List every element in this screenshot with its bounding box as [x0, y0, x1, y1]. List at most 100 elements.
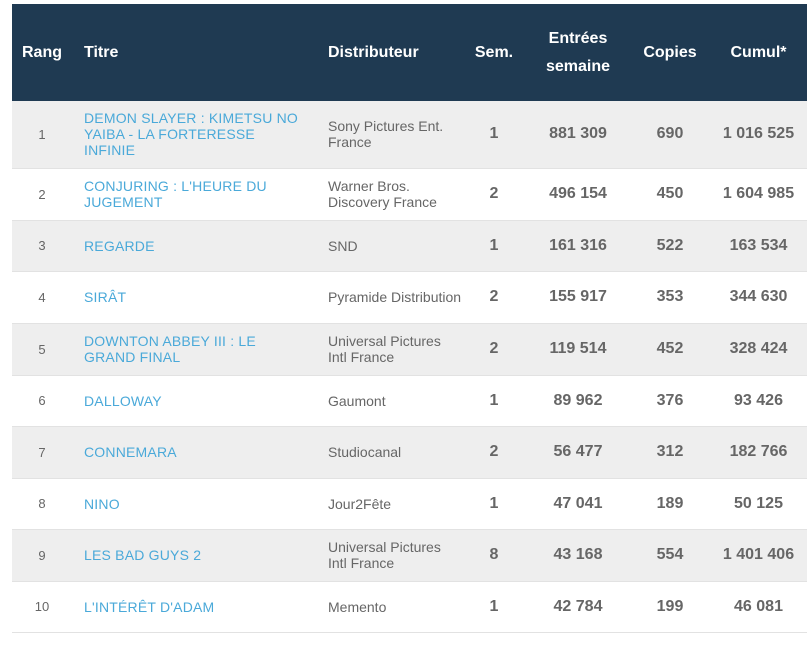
cell-cumul: 1 401 406: [722, 546, 795, 563]
film-title-link[interactable]: DOWNTON ABBEY III : LE GRAND FINAL: [84, 333, 256, 365]
cell-copies: 353: [656, 288, 684, 305]
cell-copies: 312: [656, 443, 684, 460]
cell-distributeur: Memento: [328, 598, 387, 615]
cell-distributeur: Warner Bros. Discovery France: [328, 178, 437, 210]
table-row: 10 L'INTÉRÊT D'ADAM Memento 1 42 784 199…: [12, 581, 807, 632]
cell-titre: DALLOWAY: [72, 375, 316, 426]
cell-entrees: 43 168: [553, 546, 603, 563]
cell-copies: 522: [656, 236, 684, 254]
cell-sem: 1: [489, 125, 499, 143]
cell-rang: 2: [38, 186, 46, 202]
cell-cumul: 182 766: [729, 443, 788, 460]
cell-titre: L'INTÉRÊT D'ADAM: [72, 581, 316, 632]
cell-cumul: 93 426: [734, 391, 783, 409]
cell-entrees: 56 477: [553, 443, 603, 460]
cell-entrees: 42 784: [553, 597, 603, 615]
film-title-link[interactable]: NINO: [84, 495, 120, 512]
cell-entrees: 881 309: [549, 125, 607, 143]
film-title-link[interactable]: CONNEMARA: [84, 444, 177, 460]
cell-distributeur: Pyramide Distribution: [328, 289, 462, 305]
table-row: 4 SIRÂT Pyramide Distribution 2 155 917 …: [12, 271, 807, 323]
table-row: 3 REGARDE SND 1 161 316 522 163 534: [12, 220, 807, 271]
cell-distributeur: SND: [328, 237, 358, 254]
cell-entrees: 155 917: [549, 288, 607, 305]
cell-copies: 690: [656, 125, 684, 143]
film-title-link[interactable]: DEMON SLAYER : KIMETSU NO YAIBA - LA FOR…: [84, 110, 298, 159]
cell-rang: 7: [38, 444, 46, 460]
cell-sem: 2: [489, 340, 499, 357]
header-row: Rang Titre Distributeur Sem. Entrées sem…: [12, 4, 807, 101]
cell-sem: 8: [489, 546, 499, 563]
cell-distributeur: Sony Pictures Ent. France: [328, 118, 444, 151]
cell-entrees: 89 962: [553, 391, 603, 409]
header-sem[interactable]: Sem.: [474, 43, 514, 61]
film-title-link[interactable]: SIRÂT: [84, 289, 127, 305]
film-title-link[interactable]: L'INTÉRÊT D'ADAM: [84, 598, 215, 615]
table-body: 1 DEMON SLAYER : KIMETSU NO YAIBA - LA F…: [12, 101, 807, 632]
header-cumul[interactable]: Cumul*: [730, 43, 787, 61]
cell-rang: 3: [38, 238, 46, 253]
cell-titre: DOWNTON ABBEY III : LE GRAND FINAL: [72, 323, 316, 375]
header-titre[interactable]: Titre: [84, 43, 119, 61]
table-header: Rang Titre Distributeur Sem. Entrées sem…: [12, 4, 807, 101]
cell-distributeur: Gaumont: [328, 392, 386, 409]
cell-distributeur: Universal Pictures Intl France: [328, 333, 441, 365]
table-row: 2 CONJURING : L'HEURE DU JUGEMENT Warner…: [12, 168, 807, 220]
cell-entrees: 496 154: [549, 185, 607, 202]
cell-titre: LES BAD GUYS 2: [72, 529, 316, 581]
cell-sem: 1: [489, 597, 499, 615]
cell-copies: 554: [656, 546, 684, 563]
cell-rang: 10: [34, 599, 50, 614]
cell-titre: REGARDE: [72, 220, 316, 271]
cell-cumul: 46 081: [734, 597, 783, 615]
header-entrees-line1: Entrées: [548, 29, 608, 47]
cell-copies: 189: [656, 494, 684, 512]
cell-distributeur: Studiocanal: [328, 444, 402, 460]
header-copies[interactable]: Copies: [643, 43, 697, 61]
cell-rang: 5: [38, 341, 46, 357]
table-row: 1 DEMON SLAYER : KIMETSU NO YAIBA - LA F…: [12, 101, 807, 168]
cell-rang: 8: [38, 496, 46, 511]
cell-sem: 1: [489, 494, 499, 512]
cell-copies: 376: [656, 391, 684, 409]
film-title-link[interactable]: DALLOWAY: [84, 392, 162, 409]
cell-entrees: 161 316: [549, 236, 607, 254]
cell-copies: 452: [656, 340, 684, 357]
cell-rang: 4: [38, 289, 46, 305]
cell-distributeur: Universal Pictures Intl France: [328, 539, 441, 571]
cell-sem: 2: [489, 288, 499, 305]
film-title-link[interactable]: CONJURING : L'HEURE DU JUGEMENT: [84, 178, 267, 210]
cell-titre: NINO: [72, 478, 316, 529]
box-office-table-container: Rang Titre Distributeur Sem. Entrées sem…: [12, 4, 807, 633]
cell-distributeur: Jour2Fête: [328, 495, 392, 512]
cell-cumul: 1 604 985: [722, 185, 795, 202]
cell-cumul: 1 016 525: [722, 125, 795, 143]
table-row: 8 NINO Jour2Fête 1 47 041 189 50 125: [12, 478, 807, 529]
cell-cumul: 344 630: [729, 288, 788, 305]
cell-cumul: 328 424: [729, 340, 788, 357]
cell-sem: 2: [489, 443, 499, 460]
film-title-link[interactable]: LES BAD GUYS 2: [84, 547, 202, 563]
box-office-table: Rang Titre Distributeur Sem. Entrées sem…: [12, 4, 807, 633]
table-row: 7 CONNEMARA Studiocanal 2 56 477 312 182…: [12, 426, 807, 478]
cell-rang: 6: [38, 393, 46, 408]
table-row: 5 DOWNTON ABBEY III : LE GRAND FINAL Uni…: [12, 323, 807, 375]
cell-titre: DEMON SLAYER : KIMETSU NO YAIBA - LA FOR…: [72, 101, 316, 168]
cell-rang: 1: [38, 126, 46, 142]
cell-copies: 199: [656, 597, 684, 615]
film-title-link[interactable]: REGARDE: [84, 237, 155, 254]
cell-sem: 1: [489, 391, 499, 409]
table-row: 9 LES BAD GUYS 2 Universal Pictures Intl…: [12, 529, 807, 581]
cell-cumul: 163 534: [729, 236, 788, 254]
cell-titre: CONJURING : L'HEURE DU JUGEMENT: [72, 168, 316, 220]
cell-entrees: 119 514: [549, 340, 607, 357]
header-rang[interactable]: Rang: [22, 43, 62, 61]
cell-copies: 450: [656, 185, 684, 202]
cell-cumul: 50 125: [734, 494, 783, 512]
cell-sem: 2: [489, 185, 499, 202]
header-entrees-line2: semaine: [545, 57, 611, 75]
cell-rang: 9: [38, 547, 46, 563]
header-entrees-semaine[interactable]: Entrées semaine: [526, 4, 630, 101]
header-distributeur[interactable]: Distributeur: [328, 43, 419, 61]
table-row: 6 DALLOWAY Gaumont 1 89 962 376 93 426: [12, 375, 807, 426]
